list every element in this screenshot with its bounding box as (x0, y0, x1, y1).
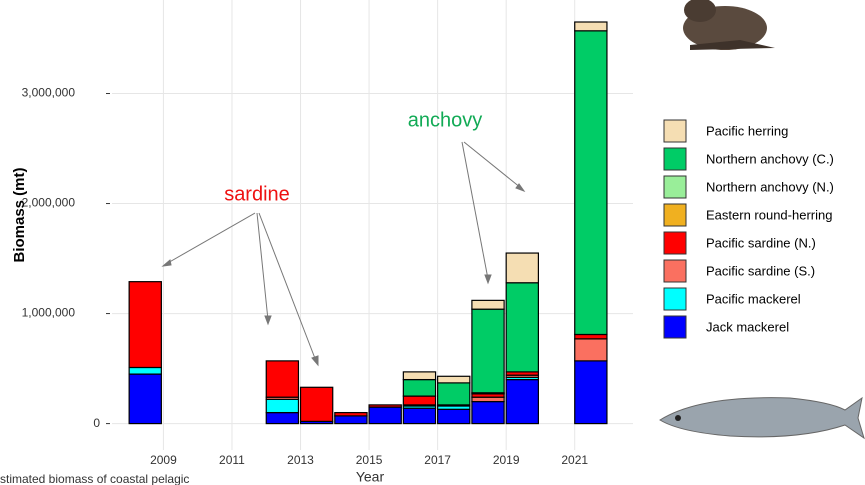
bar-segment (472, 309, 504, 393)
legend-label: Jack mackerel (706, 319, 789, 334)
bar-segment (403, 372, 435, 380)
bar-segment (575, 361, 607, 424)
bar-segment (438, 409, 470, 423)
bar-segment (369, 405, 401, 407)
legend-label: Eastern round-herring (706, 207, 832, 222)
bar-segment (438, 383, 470, 405)
bar-segment (129, 374, 161, 424)
bar-segment (472, 402, 504, 424)
bar-segment (129, 367, 161, 374)
bar-segment (438, 376, 470, 383)
legend-swatch (664, 148, 686, 170)
chart: 0 1,000,000 2,000,000 3,000,000 2009 2011 2013… (0, 0, 865, 485)
x-tick-label: 2017 (424, 453, 451, 467)
fish-image (660, 398, 864, 438)
legend-label: Pacific sardine (S.) (706, 263, 815, 278)
bar-segment (335, 416, 367, 424)
bar-segment (403, 380, 435, 397)
annotation: anchovy (408, 109, 483, 131)
legend-label: Pacific sardine (N.) (706, 235, 816, 250)
x-tick-label: 2009 (150, 453, 177, 467)
legend-label: Pacific herring (706, 123, 788, 138)
bar-segment (506, 253, 538, 283)
legend-label: Northern anchovy (C.) (706, 151, 834, 166)
x-tick-label: 2011 (219, 453, 245, 467)
arrows (163, 142, 524, 365)
bar-segment (129, 282, 161, 368)
legend-swatch (664, 260, 686, 282)
bar-segment (335, 413, 367, 416)
bar-segment (506, 283, 538, 372)
y-tick-label: 3,000,000 (22, 86, 76, 100)
y-tick-label: 2,000,000 (22, 196, 76, 210)
legend-swatch (664, 176, 686, 198)
bar-segment (266, 361, 298, 397)
legend-swatch (664, 232, 686, 254)
bar-segment (472, 397, 504, 401)
bar-segment (369, 407, 401, 424)
x-tick-label: 2015 (356, 453, 383, 467)
bar-segment (575, 334, 607, 338)
x-tick-label: 2019 (493, 453, 520, 467)
sea-lion-image (683, 0, 775, 50)
x-axis-label: Year (356, 469, 385, 485)
legend-swatch (664, 288, 686, 310)
annotation: sardine (224, 183, 290, 205)
legend-swatch (664, 316, 686, 338)
bar-segment (575, 22, 607, 31)
caption: stimated biomass of coastal pelagic (0, 472, 189, 485)
x-tick-label: 2021 (561, 453, 588, 467)
y-axis-label: Biomass (mt) (11, 167, 28, 262)
bar-segment (403, 396, 435, 405)
y-tick-label: 1,000,000 (22, 306, 76, 320)
bar-segment (575, 31, 607, 335)
legend-swatch (664, 204, 686, 226)
legend-label: Pacific mackerel (706, 291, 801, 306)
legend-label: Northern anchovy (N.) (706, 179, 834, 194)
bar-segment (266, 399, 298, 412)
bar-segment (575, 339, 607, 361)
bar-segment (506, 380, 538, 424)
x-tick-label: 2013 (287, 453, 314, 467)
bar-segment (403, 408, 435, 423)
y-tick-label: 0 (93, 416, 100, 430)
bar-segment (301, 387, 333, 421)
legend-swatch (664, 120, 686, 142)
bar-segment (472, 300, 504, 309)
bar-segment (266, 413, 298, 424)
